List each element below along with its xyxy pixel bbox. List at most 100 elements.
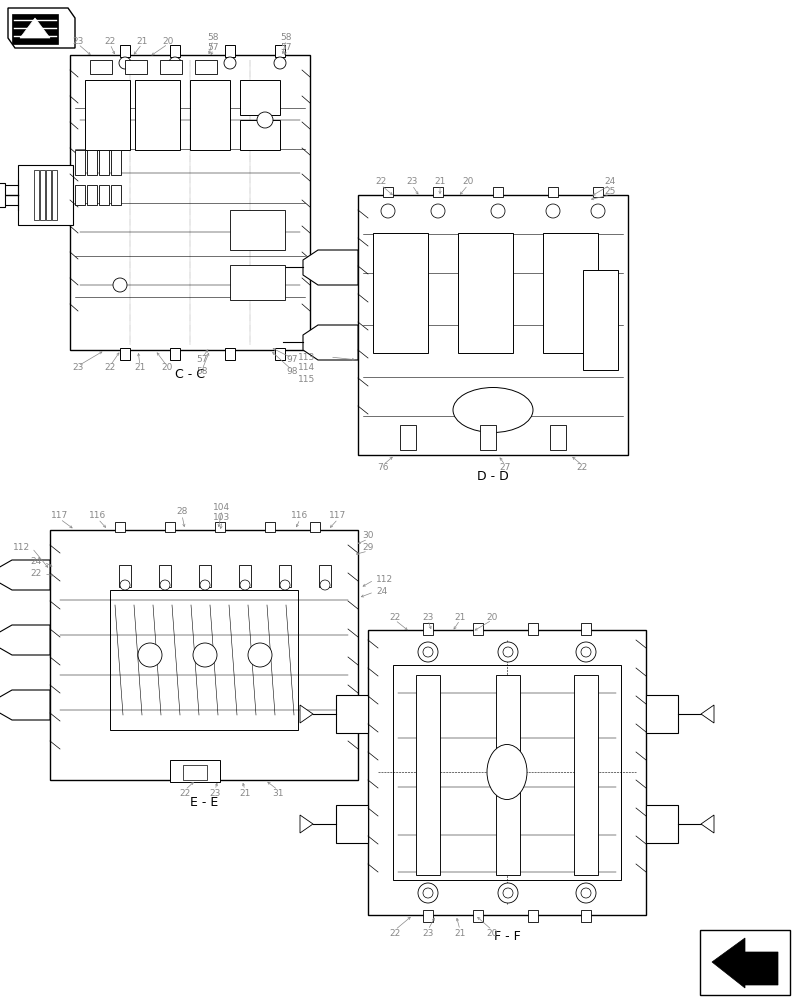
- Bar: [120, 348, 130, 360]
- Text: 22: 22: [576, 464, 587, 473]
- Bar: [548, 187, 558, 197]
- Bar: [646, 695, 678, 733]
- Bar: [336, 805, 368, 843]
- Circle shape: [138, 643, 162, 667]
- Text: 114: 114: [298, 363, 315, 372]
- Circle shape: [248, 643, 272, 667]
- Bar: [90, 60, 112, 74]
- Polygon shape: [0, 560, 50, 590]
- Bar: [423, 623, 433, 635]
- Bar: [358, 195, 628, 455]
- Text: C - C: C - C: [175, 368, 205, 381]
- Text: 97: 97: [286, 356, 298, 364]
- Text: 22: 22: [104, 37, 116, 46]
- Circle shape: [240, 580, 250, 590]
- Polygon shape: [701, 815, 714, 833]
- Circle shape: [423, 647, 433, 657]
- Text: 112: 112: [13, 544, 30, 552]
- Circle shape: [546, 204, 560, 218]
- Text: 117: 117: [52, 512, 69, 520]
- Bar: [190, 80, 230, 150]
- Bar: [275, 348, 285, 360]
- Bar: [159, 565, 171, 587]
- Circle shape: [160, 580, 170, 590]
- Circle shape: [498, 642, 518, 662]
- Circle shape: [431, 204, 445, 218]
- Text: 31: 31: [272, 788, 284, 798]
- Text: 23: 23: [209, 788, 221, 798]
- Bar: [240, 80, 280, 115]
- Text: 112: 112: [376, 576, 393, 584]
- Text: 21: 21: [239, 788, 250, 798]
- Bar: [400, 425, 416, 450]
- Bar: [646, 805, 678, 843]
- Bar: [480, 425, 496, 450]
- Text: D - D: D - D: [478, 471, 509, 484]
- Bar: [368, 630, 646, 915]
- Text: 23: 23: [423, 928, 434, 938]
- Text: 28: 28: [176, 508, 187, 516]
- Bar: [199, 565, 211, 587]
- Bar: [52, 170, 57, 220]
- Text: 23: 23: [72, 363, 84, 372]
- Circle shape: [274, 57, 286, 69]
- Text: 22: 22: [389, 612, 401, 621]
- Bar: [70, 55, 310, 350]
- Bar: [50, 530, 358, 780]
- Bar: [433, 187, 443, 197]
- Circle shape: [320, 580, 330, 590]
- Circle shape: [503, 647, 513, 657]
- Text: 117: 117: [330, 512, 347, 520]
- Bar: [319, 565, 331, 587]
- Bar: [230, 265, 285, 300]
- Bar: [87, 185, 97, 205]
- Bar: [496, 675, 520, 875]
- Bar: [239, 565, 251, 587]
- Bar: [46, 170, 51, 220]
- Circle shape: [581, 647, 591, 657]
- Text: 98: 98: [286, 367, 298, 376]
- Polygon shape: [8, 8, 75, 48]
- Circle shape: [224, 57, 236, 69]
- Circle shape: [200, 580, 210, 590]
- Bar: [336, 695, 368, 733]
- Polygon shape: [20, 18, 50, 38]
- Text: 22: 22: [104, 363, 116, 372]
- Bar: [85, 80, 130, 150]
- Text: 58: 58: [207, 33, 219, 42]
- Text: 21: 21: [435, 178, 446, 186]
- Bar: [170, 45, 180, 57]
- Bar: [493, 187, 503, 197]
- Bar: [18, 165, 73, 225]
- Text: 76: 76: [377, 464, 389, 473]
- Text: 20: 20: [486, 612, 498, 621]
- Bar: [115, 522, 125, 532]
- Bar: [393, 665, 621, 880]
- Circle shape: [423, 888, 433, 898]
- Bar: [34, 170, 39, 220]
- Circle shape: [280, 580, 290, 590]
- Bar: [423, 910, 433, 922]
- Bar: [230, 210, 285, 250]
- Polygon shape: [0, 625, 50, 655]
- Bar: [135, 80, 180, 150]
- Bar: [550, 425, 566, 450]
- Circle shape: [491, 204, 505, 218]
- Circle shape: [503, 888, 513, 898]
- Circle shape: [119, 57, 131, 69]
- Text: 57: 57: [196, 356, 208, 364]
- Bar: [99, 150, 109, 175]
- Circle shape: [418, 642, 438, 662]
- Text: 23: 23: [406, 178, 418, 186]
- Polygon shape: [701, 705, 714, 723]
- Text: 27: 27: [499, 464, 511, 473]
- Bar: [583, 270, 618, 370]
- Circle shape: [193, 643, 217, 667]
- Bar: [700, 930, 790, 995]
- Text: F - F: F - F: [494, 930, 520, 944]
- Bar: [160, 60, 182, 74]
- Text: 104: 104: [213, 502, 230, 512]
- Bar: [416, 675, 440, 875]
- Polygon shape: [0, 690, 50, 720]
- Polygon shape: [300, 705, 313, 723]
